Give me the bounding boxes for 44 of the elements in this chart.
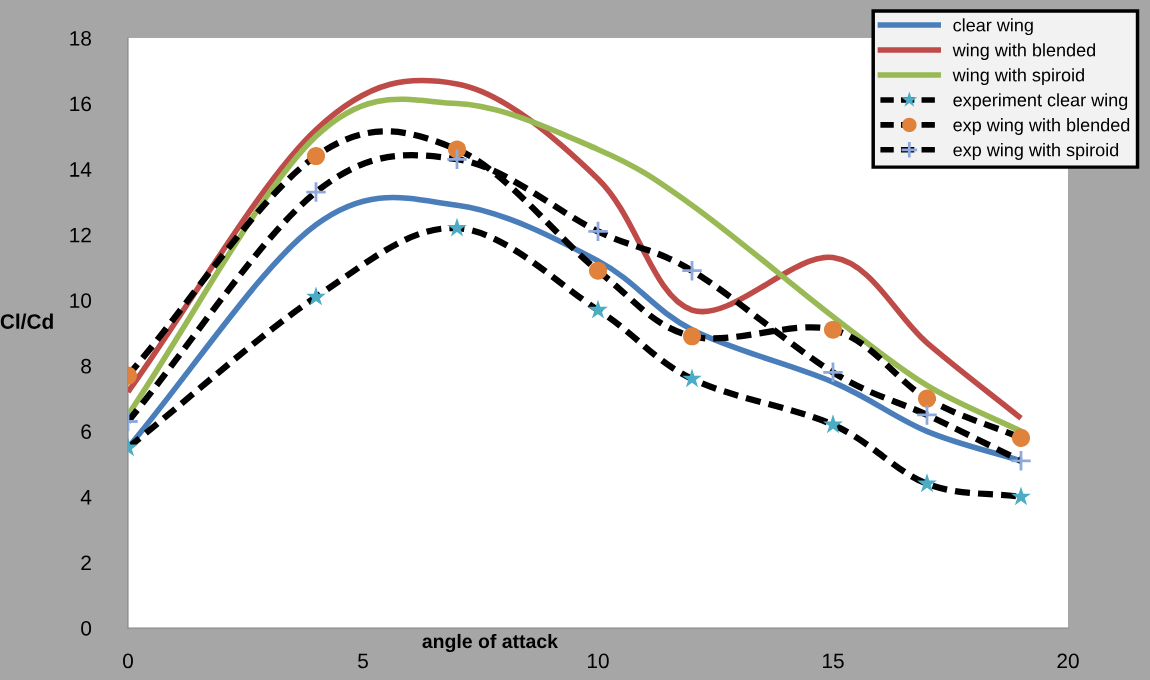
y-tick-label: 8 [81, 358, 91, 374]
point [917, 473, 937, 493]
y-tick-label: 2 [81, 555, 91, 570]
y-tick-label: 18 [70, 31, 91, 46]
point [304, 180, 328, 204]
point [588, 261, 608, 280]
x-tick-label: 20 [1057, 653, 1079, 669]
y-tick-label: 10 [70, 293, 92, 308]
point [306, 146, 326, 166]
point [586, 220, 610, 243]
point [306, 286, 326, 306]
point [917, 389, 937, 408]
point [915, 403, 939, 427]
x-tick-label: 5 [358, 653, 368, 669]
legend-label: exp wing with spiroid [953, 143, 1119, 160]
point [821, 361, 845, 384]
x-axis-title: angle of attack [422, 633, 558, 653]
point [680, 259, 704, 282]
legend-label: exp wing with blended [953, 118, 1130, 135]
x-tick-label: 15 [823, 653, 844, 669]
point [1011, 428, 1031, 447]
y-tick-label: 6 [81, 424, 91, 440]
y-tick-label: 14 [70, 162, 92, 177]
x-tick-label: 0 [123, 653, 133, 669]
point [588, 299, 608, 319]
x-tick-label: 10 [588, 653, 609, 669]
point [682, 368, 702, 388]
y-axis-title: Cl/Cd [0, 313, 53, 330]
point [823, 414, 843, 434]
y-tick-label: 12 [70, 227, 91, 243]
legend-label: wing with blended [952, 43, 1096, 61]
legend-label: clear wing [953, 18, 1033, 36]
point [823, 320, 843, 339]
point [1011, 486, 1031, 506]
point [1009, 449, 1033, 472]
y-tick-label: 4 [80, 490, 92, 505]
legend-label: wing with spiroid [952, 68, 1084, 86]
y-tick-label: 16 [70, 96, 91, 112]
point [447, 140, 467, 159]
point [447, 217, 467, 237]
point [682, 327, 702, 346]
point [445, 148, 469, 171]
legend-label: experiment clear wing [953, 93, 1128, 110]
y-tick-label: 0 [81, 621, 92, 636]
